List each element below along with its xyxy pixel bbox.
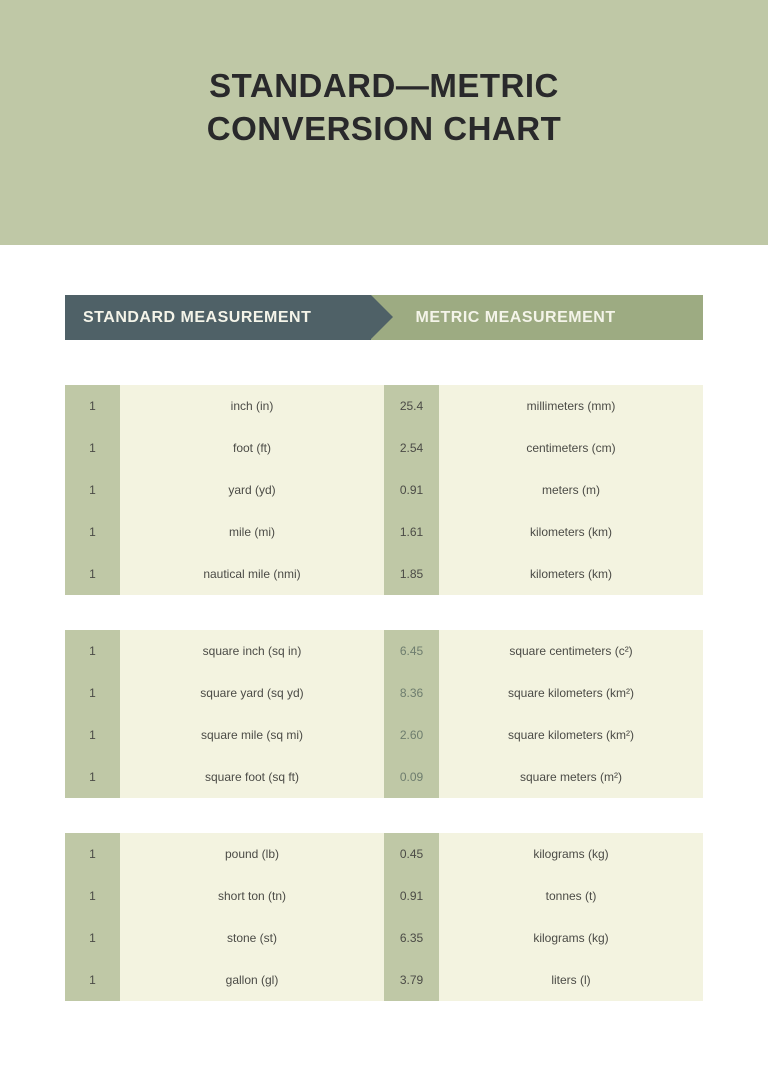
metric-unit-column: kilograms (kg)tonnes (t)kilograms (kg)li… [439,833,703,1001]
conversion-group: 11111inch (in)foot (ft)yard (yd)mile (mi… [65,385,703,595]
qty-column: 11111 [65,385,120,595]
title-line-2: CONVERSION CHART [207,110,562,147]
standard-unit-cell: nautical mile (nmi) [120,553,384,595]
qty-cell: 1 [65,427,120,469]
value-cell: 0.09 [384,756,439,798]
metric-unit-cell: square kilometers (km²) [439,672,703,714]
qty-cell: 1 [65,511,120,553]
metric-unit-cell: square centimeters (c²) [439,630,703,672]
value-cell: 6.35 [384,917,439,959]
metric-unit-column: millimeters (mm)centimeters (cm)meters (… [439,385,703,595]
metric-unit-cell: meters (m) [439,469,703,511]
qty-cell: 1 [65,630,120,672]
value-cell: 1.85 [384,553,439,595]
metric-unit-cell: kilometers (km) [439,511,703,553]
value-cell: 1.61 [384,511,439,553]
standard-unit-cell: inch (in) [120,385,384,427]
metric-unit-cell: kilometers (km) [439,553,703,595]
qty-cell: 1 [65,756,120,798]
value-cell: 2.54 [384,427,439,469]
metric-unit-cell: kilograms (kg) [439,917,703,959]
standard-unit-cell: square foot (sq ft) [120,756,384,798]
qty-cell: 1 [65,469,120,511]
value-cell: 25.4 [384,385,439,427]
value-cell: 3.79 [384,959,439,1001]
value-cell: 6.45 [384,630,439,672]
standard-unit-cell: pound (lb) [120,833,384,875]
standard-unit-cell: square mile (sq mi) [120,714,384,756]
standard-unit-cell: square inch (sq in) [120,630,384,672]
qty-column: 1111 [65,833,120,1001]
conversion-group: 1111pound (lb)short ton (tn)stone (st)ga… [65,833,703,1001]
qty-cell: 1 [65,714,120,756]
conversion-group: 1111square inch (sq in)square yard (sq y… [65,630,703,798]
metric-unit-column: square centimeters (c²)square kilometers… [439,630,703,798]
metric-unit-cell: centimeters (cm) [439,427,703,469]
value-cell: 2.60 [384,714,439,756]
title-line-1: STANDARD—METRIC [209,67,559,104]
qty-cell: 1 [65,833,120,875]
qty-cell: 1 [65,875,120,917]
value-cell: 0.91 [384,875,439,917]
standard-unit-cell: foot (ft) [120,427,384,469]
metric-unit-cell: liters (l) [439,959,703,1001]
standard-unit-cell: yard (yd) [120,469,384,511]
groups-container: 11111inch (in)foot (ft)yard (yd)mile (mi… [65,385,703,1001]
value-column: 6.458.362.600.09 [384,630,439,798]
header-metric-label: METRIC MEASUREMENT [416,309,616,327]
qty-cell: 1 [65,553,120,595]
column-header-bar: STANDARD MEASUREMENT METRIC MEASUREMENT [65,295,703,340]
standard-unit-cell: stone (st) [120,917,384,959]
metric-unit-cell: kilograms (kg) [439,833,703,875]
header-standard-label: STANDARD MEASUREMENT [83,309,311,327]
metric-unit-cell: millimeters (mm) [439,385,703,427]
value-cell: 0.91 [384,469,439,511]
metric-unit-cell: square meters (m²) [439,756,703,798]
standard-unit-cell: square yard (sq yd) [120,672,384,714]
value-column: 0.450.916.353.79 [384,833,439,1001]
metric-unit-cell: tonnes (t) [439,875,703,917]
standard-unit-cell: mile (mi) [120,511,384,553]
qty-cell: 1 [65,385,120,427]
qty-column: 1111 [65,630,120,798]
header-standard: STANDARD MEASUREMENT [65,295,371,340]
standard-unit-column: square inch (sq in)square yard (sq yd)sq… [120,630,384,798]
title-banner: STANDARD—METRIC CONVERSION CHART [0,0,768,245]
qty-cell: 1 [65,959,120,1001]
qty-cell: 1 [65,917,120,959]
qty-cell: 1 [65,672,120,714]
header-metric: METRIC MEASUREMENT [371,295,704,340]
page-title: STANDARD—METRIC CONVERSION CHART [207,65,562,151]
standard-unit-column: inch (in)foot (ft)yard (yd)mile (mi)naut… [120,385,384,595]
standard-unit-cell: short ton (tn) [120,875,384,917]
metric-unit-cell: square kilometers (km²) [439,714,703,756]
content-area: STANDARD MEASUREMENT METRIC MEASUREMENT … [0,245,768,1066]
value-cell: 8.36 [384,672,439,714]
value-cell: 0.45 [384,833,439,875]
value-column: 25.42.540.911.611.85 [384,385,439,595]
standard-unit-cell: gallon (gl) [120,959,384,1001]
standard-unit-column: pound (lb)short ton (tn)stone (st)gallon… [120,833,384,1001]
